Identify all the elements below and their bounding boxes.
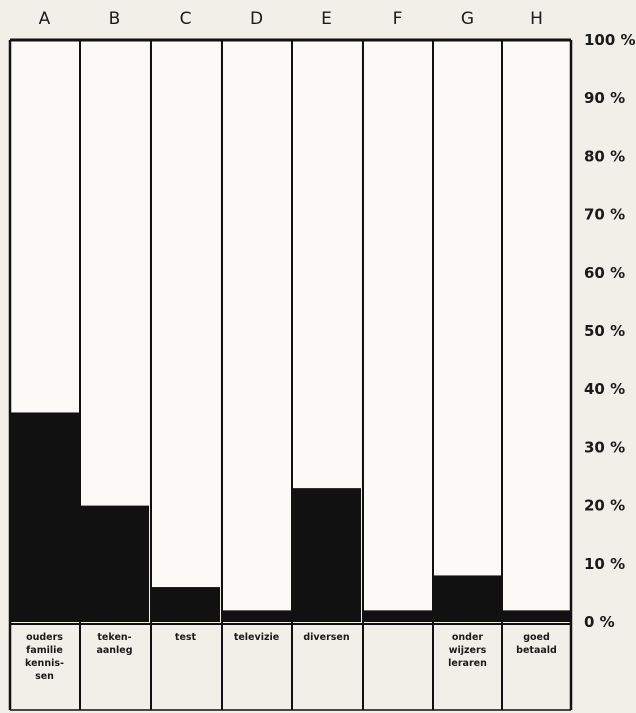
column-letter-f: F [393,9,403,29]
category-labels: ouders familie kennis-sen teken-aanleg test t… [25,632,557,682]
column-letter-c: C [180,9,192,29]
bar-h [502,610,571,622]
category-label-e: diversen [303,632,349,643]
y-tick-label-80: 80 % [584,147,625,165]
column-letter-e: E [321,9,332,29]
bar-b [80,506,149,622]
bar-d [222,610,291,622]
category-label-g: wijzers [449,645,487,656]
bar-f [363,610,432,622]
column-letter-a: A [39,9,51,29]
category-label-g: leraren [448,658,487,669]
column-letter-g: G [461,9,474,29]
bar-e [292,488,361,622]
y-tick-label-100: 100 % [584,31,636,49]
y-tick-label-90: 90 % [584,89,625,107]
category-label-h: goed [523,632,550,643]
column-empty-d [222,40,291,610]
bar-g [433,575,502,622]
column-empty-g [433,40,502,575]
category-label-d: televizie [234,632,279,643]
y-tick-label-40: 40 % [584,380,625,398]
category-label-a: sen [35,671,54,682]
category-label-g: onder [452,632,484,643]
category-label-a: ouders [26,632,63,643]
y-tick-label-30: 30 % [584,438,625,456]
bar-a [10,412,79,622]
y-tick-label-60: 60 % [584,264,625,282]
category-label-b: aanleg [96,645,132,656]
column-letter-h: H [530,9,543,29]
y-tick-label-50: 50 % [584,322,625,340]
bar-columns [10,40,571,710]
y-tick-label-70: 70 % [584,206,625,224]
column-empty-a [10,40,79,412]
bar-c [151,587,220,622]
column-empty-c [151,40,220,587]
y-axis: 0 % 10 % 20 % 30 % 40 % 50 % 60 % 70 % 80 % 90 % 1… [584,31,636,631]
column-letter-d: D [250,9,263,29]
y-tick-label-20: 20 % [584,497,625,515]
y-tick-label-10: 10 % [584,555,625,573]
column-empty-h [502,40,571,610]
column-empty-b [80,40,149,506]
column-empty-e [292,40,361,488]
category-label-b: teken- [97,632,131,643]
category-label-a: familie [26,645,63,656]
y-tick-label-0: 0 % [584,613,615,631]
category-label-h: betaald [516,645,557,656]
column-letter-b: B [109,9,121,29]
column-letters: A B C D E F G H [39,9,543,29]
category-label-a: kennis- [25,658,64,669]
column-empty-f [363,40,432,610]
category-label-c: test [175,632,197,643]
